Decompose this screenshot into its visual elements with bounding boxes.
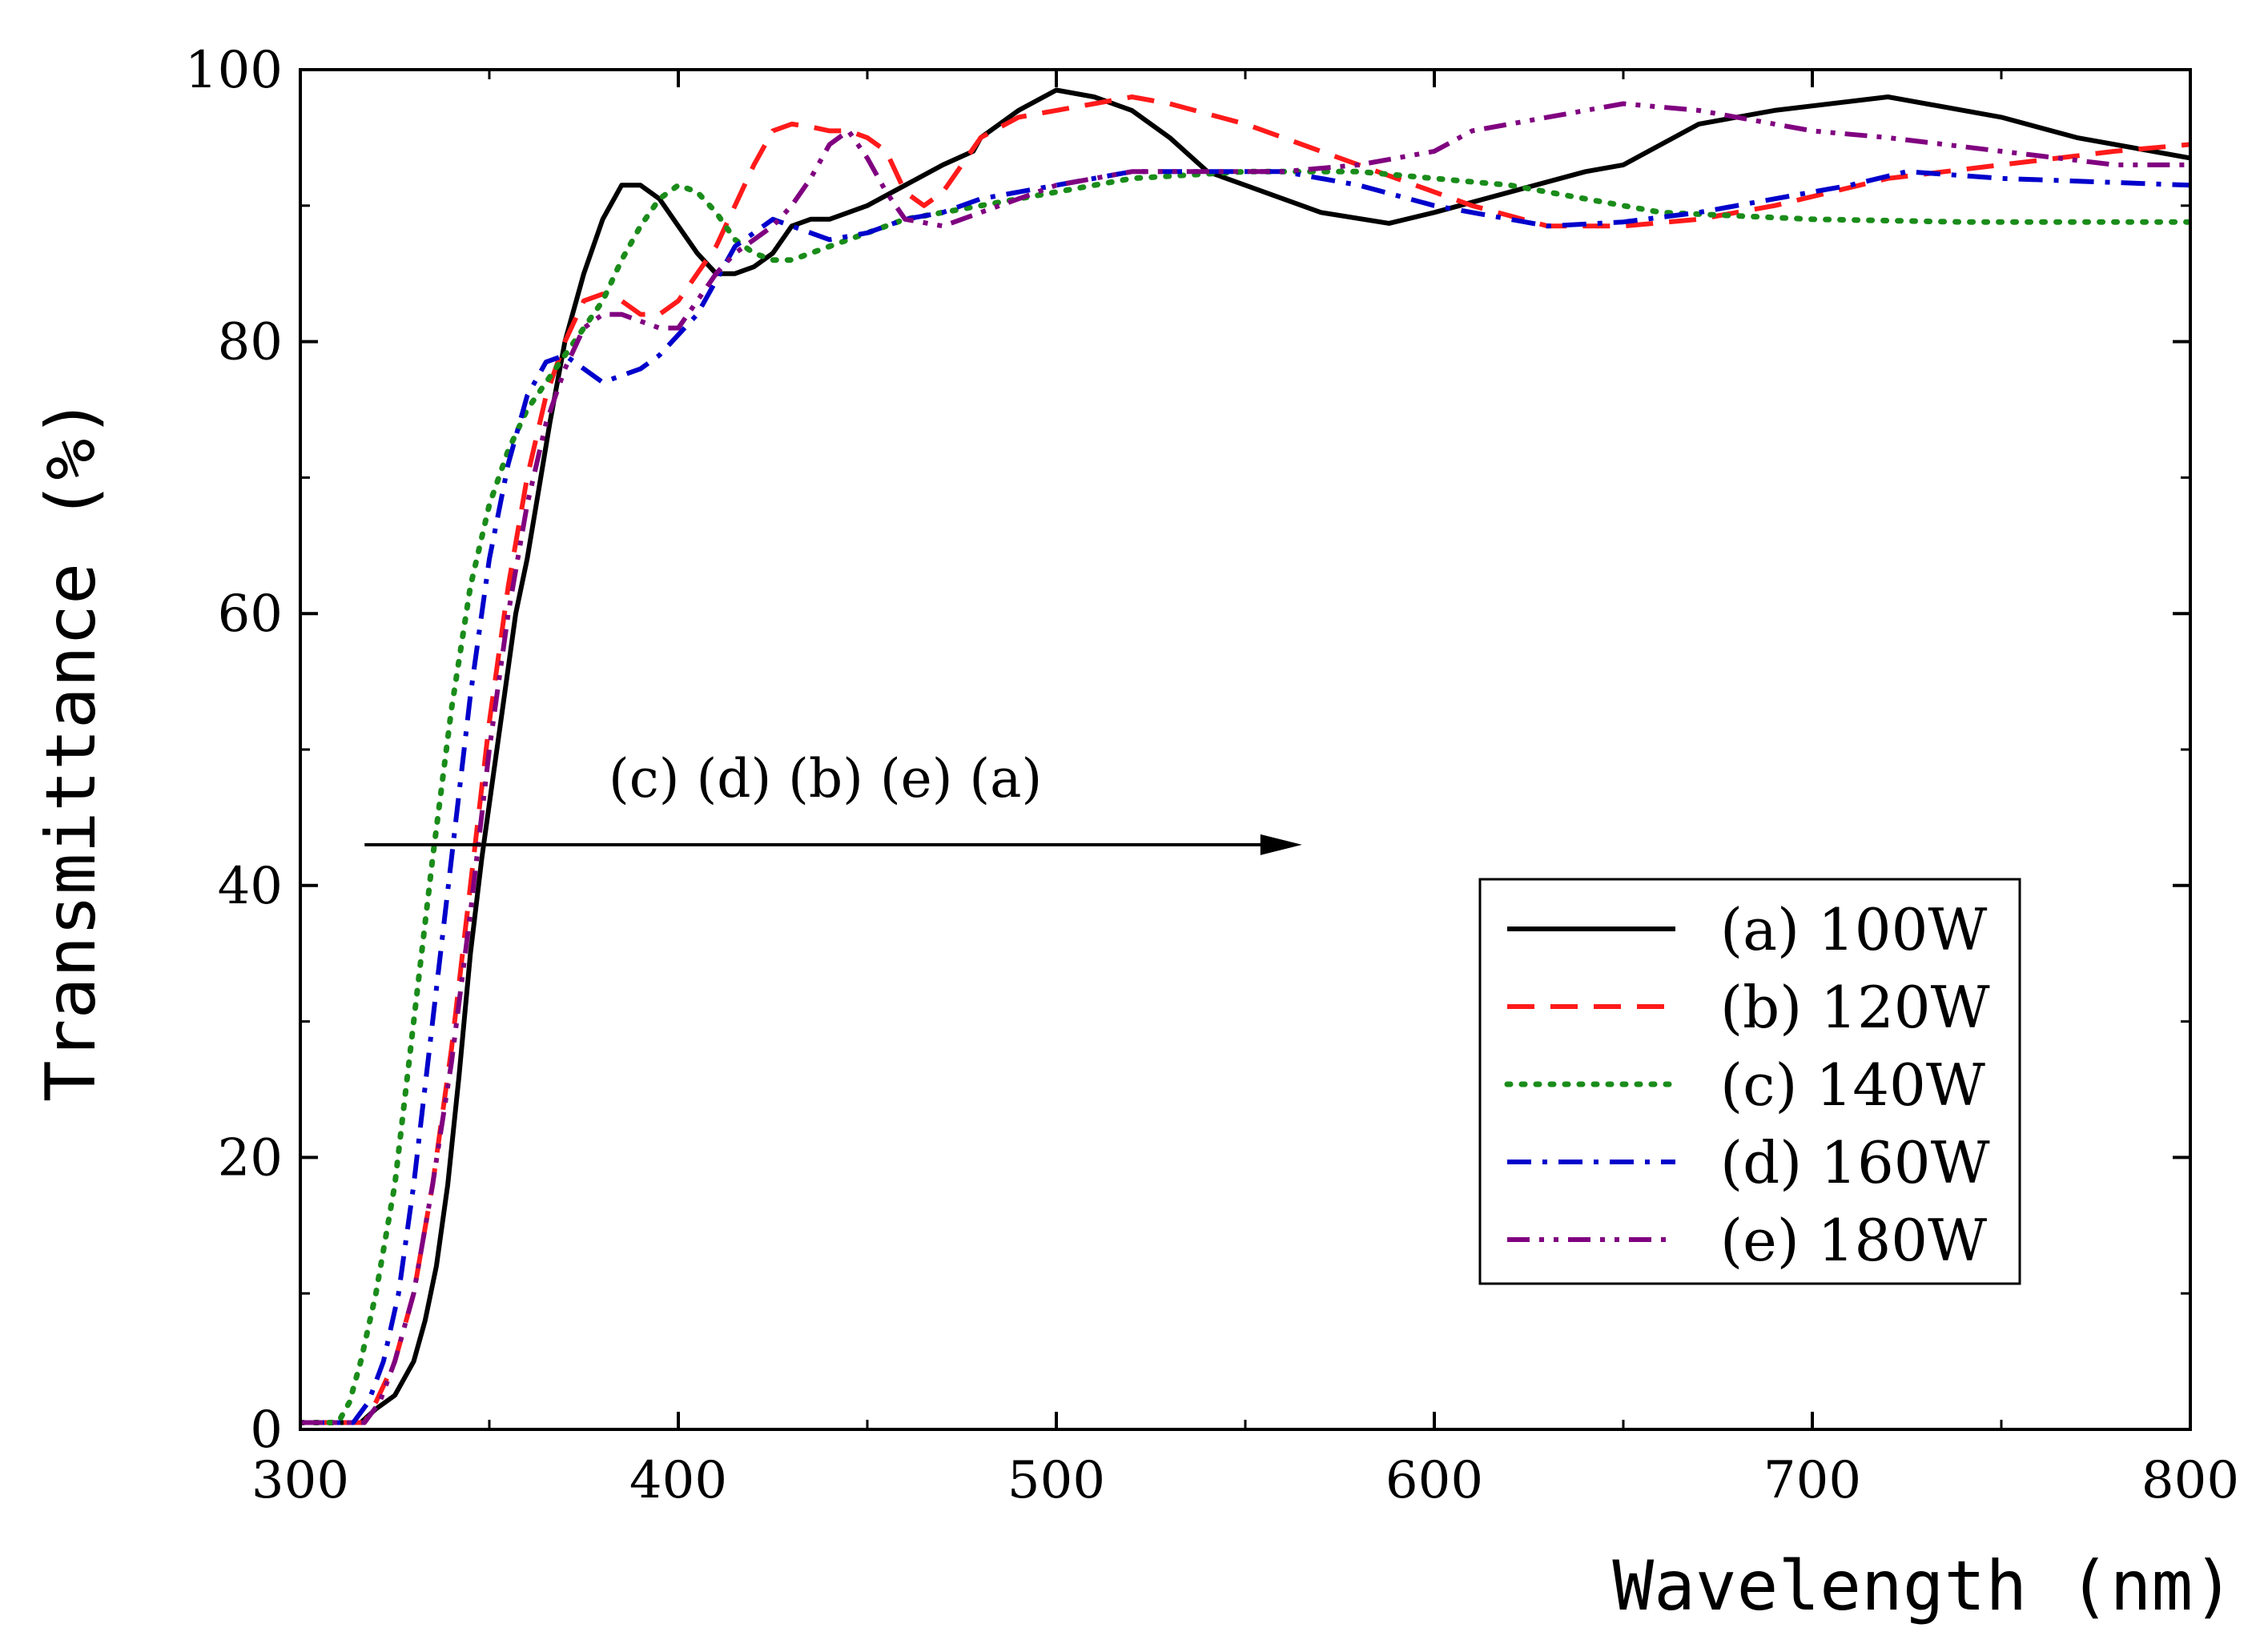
x-tick-label: 500 xyxy=(1007,1451,1105,1510)
y-tick-label: 100 xyxy=(185,41,283,100)
series-line-b xyxy=(300,94,2190,1425)
x-tick-label: 300 xyxy=(251,1451,349,1510)
y-axis-title: Transmittance (%) xyxy=(31,397,111,1102)
y-tick-label: 20 xyxy=(218,1128,283,1188)
arrow-head xyxy=(1260,834,1302,855)
legend-box xyxy=(1478,878,2021,1285)
legend: (a) 100W (b) 120W (c) 140W (d) 160W (e) 180W xyxy=(1478,878,2021,1285)
x-tick-label: 800 xyxy=(2141,1451,2239,1510)
series-layer xyxy=(300,87,2190,1425)
order-arrow xyxy=(364,834,1302,855)
order-annotation: (c) (d) (b) (e) (a) xyxy=(609,748,1042,810)
legend-label: (d) 160W xyxy=(1720,1129,1990,1196)
y-tick-label: 0 xyxy=(250,1401,283,1460)
x-tick-label: 400 xyxy=(629,1451,727,1510)
legend-label: (a) 100W xyxy=(1720,896,1987,963)
y-tick-label: 60 xyxy=(218,585,283,644)
y-tick-label: 40 xyxy=(218,857,283,916)
axis-ticks: 300 400 500 600 700 800 0 20 40 60 80 100 xyxy=(185,41,2239,1510)
x-axis-title: Wavelength (nm) xyxy=(1612,1546,2234,1626)
series-line-d xyxy=(300,169,2190,1425)
legend-label: (b) 120W xyxy=(1720,974,1990,1041)
x-tick-label: 700 xyxy=(1763,1451,1861,1510)
legend-label: (e) 180W xyxy=(1720,1207,1987,1274)
x-tick-label: 600 xyxy=(1385,1451,1483,1510)
legend-items: (a) 100W (b) 120W (c) 140W (d) 160W (e) 180W xyxy=(1504,896,1990,1274)
y-tick-label: 80 xyxy=(218,313,283,372)
series-group xyxy=(300,87,2190,1425)
legend-label: (c) 140W xyxy=(1720,1051,1985,1119)
series-line-a xyxy=(300,87,2190,1425)
